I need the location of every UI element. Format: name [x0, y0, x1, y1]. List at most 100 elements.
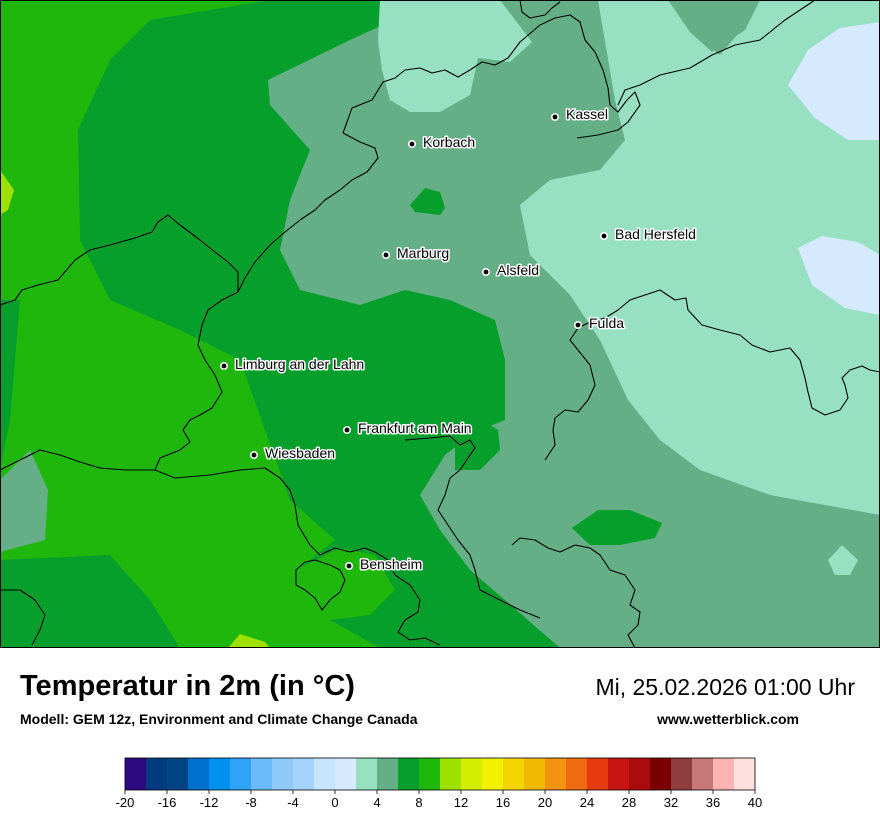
temp-band-0-2-east — [798, 236, 880, 315]
legend-swatch — [734, 758, 756, 790]
city-alsfeld: Alsfeld — [481, 261, 541, 280]
city-bad-hersfeld: Bad Hersfeld — [599, 225, 697, 244]
city-limburg: Limburg an der Lahn — [220, 355, 366, 374]
legend-swatch — [461, 758, 483, 790]
city-label: Bad Hersfeld — [615, 226, 696, 242]
city-dot — [220, 361, 229, 370]
city-dot — [250, 450, 259, 459]
city-dot — [481, 267, 490, 276]
legend-tick-label: 16 — [496, 795, 510, 810]
legend-swatch — [629, 758, 651, 790]
temp-band-2-4-north — [378, 0, 532, 112]
city-label: Wiesbaden — [265, 445, 335, 461]
legend-tick-label: -8 — [245, 795, 257, 810]
legend-ticks: -20 -16 -12 -8 -4 0 4 8 12 16 20 24 28 32 36 40 — [116, 790, 762, 810]
legend-swatch — [692, 758, 714, 790]
city-label: Alsfeld — [497, 262, 539, 278]
border-south-east — [511, 537, 641, 648]
city-korbach: Korbach — [407, 133, 477, 152]
legend-swatch — [524, 758, 546, 790]
temp-band-6-8-hole-south — [572, 510, 662, 545]
legend-tick-label: 40 — [748, 795, 762, 810]
legend-swatch — [377, 758, 399, 790]
city-bensheim: Bensheim — [344, 555, 424, 574]
legend-tick-label: 24 — [580, 795, 594, 810]
legend-swatch — [440, 758, 462, 790]
border-east-upper — [617, 0, 816, 106]
city-label: Fulda — [589, 315, 624, 331]
legend-swatch — [587, 758, 609, 790]
legend-swatch — [125, 758, 147, 790]
legend-tick-label: 8 — [415, 795, 422, 810]
website-link[interactable]: www.wetterblick.com — [657, 711, 799, 727]
legend-swatch — [293, 758, 315, 790]
legend-tick-label: 20 — [538, 795, 552, 810]
border-frankfurt-south — [404, 435, 541, 619]
legend-swatch — [230, 758, 252, 790]
model-credit: Modell: GEM 12z, Environment and Climate… — [20, 711, 418, 727]
city-dot — [599, 232, 608, 241]
temp-band-2-4-southeast-spot — [828, 545, 858, 575]
city-kassel: Kassel — [550, 105, 610, 124]
legend-swatch — [209, 758, 231, 790]
temp-band-0-2-northeast — [788, 22, 880, 140]
temp-band-6-8-south — [0, 555, 180, 648]
border-wiesbaden-region — [154, 467, 441, 646]
legend-tick-label: 12 — [454, 795, 468, 810]
city-wiesbaden: Wiesbaden — [250, 444, 337, 463]
border-hesse-west — [154, 291, 239, 471]
border-bensheim — [295, 559, 346, 611]
legend-tick-label: -4 — [287, 795, 299, 810]
legend-swatch — [482, 758, 504, 790]
legend-swatches — [125, 758, 756, 790]
city-label: Frankfurt am Main — [358, 420, 472, 436]
color-legend: -20 -16 -12 -8 -4 0 4 8 12 16 20 24 28 32 36 40 — [116, 757, 762, 810]
city-dot — [550, 113, 559, 122]
city-label: Limburg an der Lahn — [235, 356, 364, 372]
legend-swatch — [167, 758, 189, 790]
temp-band-10-12-south-spot — [228, 634, 270, 648]
legend-tick-label: 36 — [706, 795, 720, 810]
city-label: Kassel — [566, 106, 608, 122]
temp-band-10-12-west-spot — [0, 170, 14, 215]
city-markers: Kassel Korbach Bad Hersfeld Marburg Alsf… — [220, 105, 697, 574]
border-west-side — [0, 214, 239, 306]
legend-swatch — [251, 758, 273, 790]
legend-swatch — [566, 758, 588, 790]
legend-frame — [124, 757, 756, 791]
border-rhine-loop — [0, 449, 155, 471]
border-hesse-northwest — [342, 14, 641, 139]
city-dot — [344, 561, 353, 570]
legend-swatch — [146, 758, 168, 790]
legend-swatch — [650, 758, 672, 790]
city-label: Marburg — [397, 245, 449, 261]
city-frankfurt: Frankfurt am Main — [342, 419, 473, 438]
city-fulda: Fulda — [573, 314, 626, 333]
legend-swatch — [608, 758, 630, 790]
legend-swatch — [398, 758, 420, 790]
legend-tick-label: 4 — [373, 795, 380, 810]
legend-tick-label: -12 — [200, 795, 219, 810]
legend-swatch — [188, 758, 210, 790]
legend-swatch — [545, 758, 567, 790]
border-east — [544, 289, 880, 461]
legend-swatch — [503, 758, 525, 790]
city-dot — [573, 320, 582, 329]
city-label: Korbach — [423, 134, 475, 150]
border-southwest — [0, 589, 46, 646]
legend-tick-label: 0 — [331, 795, 338, 810]
border-north-corner — [519, 0, 561, 19]
legend-swatch — [419, 758, 441, 790]
legend-swatch — [671, 758, 693, 790]
city-dot — [381, 251, 390, 260]
temperature-map: Kassel Korbach Bad Hersfeld Marburg Alsf… — [0, 0, 880, 648]
legend-tick-label: -20 — [116, 795, 135, 810]
valid-time: Mi, 25.02.2026 01:00 Uhr — [595, 674, 855, 700]
map-title: Temperatur in 2m (in °C) — [20, 670, 355, 702]
temp-band-6-8-west — [0, 300, 20, 470]
temp-band-4-6-west — [0, 450, 48, 552]
legend-swatch — [713, 758, 735, 790]
legend-swatch — [335, 758, 357, 790]
legend-swatch — [314, 758, 336, 790]
legend-tick-label: 32 — [664, 795, 678, 810]
